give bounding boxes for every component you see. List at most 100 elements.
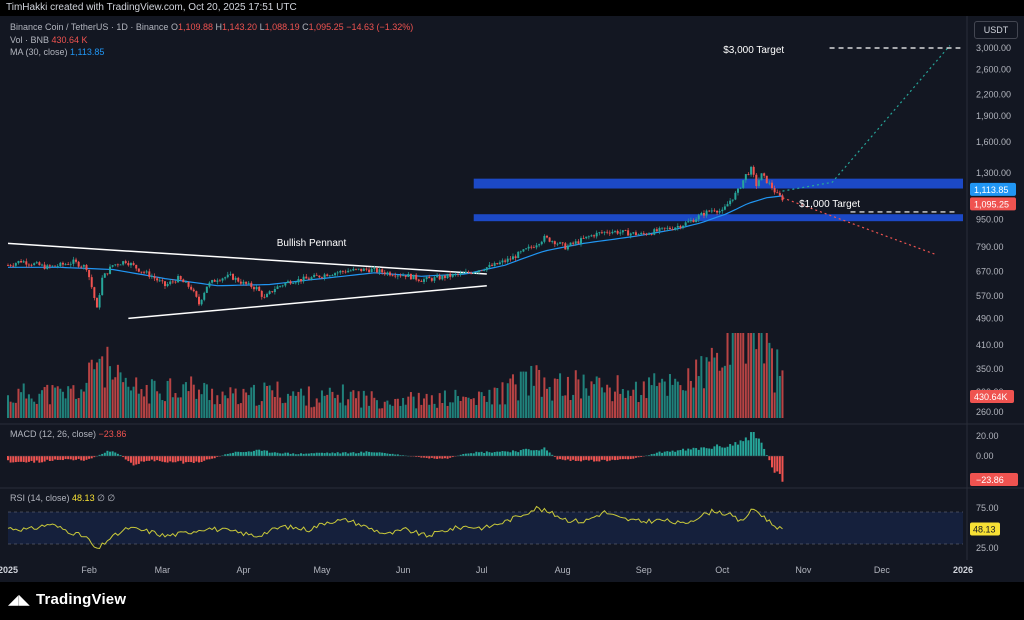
macd-bar [771, 456, 773, 468]
macd-bar [608, 456, 611, 461]
candle-body [266, 293, 269, 298]
candle-body [271, 291, 274, 293]
volume-bar [543, 377, 546, 418]
macd-bar [119, 455, 122, 456]
candle-body [441, 275, 444, 280]
candle-body [449, 273, 452, 277]
macd-bar [514, 451, 517, 456]
macd-bar [247, 451, 250, 456]
volume-bar [443, 390, 446, 418]
macd-bar [135, 456, 138, 465]
candle-body [378, 269, 381, 273]
volume-bar [430, 395, 433, 418]
volume-bar [127, 386, 130, 418]
candle-body [302, 276, 305, 282]
macd-bar [362, 452, 365, 456]
macd-bar [475, 451, 478, 456]
candle-body [80, 266, 83, 268]
macd-bar [90, 456, 93, 459]
volume-bar [684, 390, 687, 418]
candle-body [7, 265, 9, 266]
macd-bar [334, 453, 337, 456]
volume-bar [433, 403, 436, 418]
volume-bar [161, 400, 164, 418]
volume-bar [778, 375, 781, 418]
candle-body [621, 230, 624, 233]
volume-bar [98, 358, 101, 418]
volume-bar [538, 369, 541, 418]
macd-bar [132, 456, 135, 466]
volume-bar [572, 394, 575, 418]
macd-bar [250, 451, 253, 456]
brand-logo[interactable]: ◢◣ TradingView [8, 591, 126, 608]
candle-body [493, 263, 496, 266]
candle-body [85, 265, 88, 270]
candle-body [258, 286, 261, 291]
candle-body [122, 261, 125, 265]
volume-bar [90, 359, 93, 418]
candle-body [771, 182, 773, 189]
macd-bar [446, 456, 449, 459]
macd-bar [51, 456, 54, 461]
volume-bar [205, 384, 208, 418]
candle-body [354, 268, 357, 270]
macd-bar [352, 452, 355, 456]
candle-body [336, 272, 339, 274]
macd-bar [289, 453, 292, 456]
volume-bar [48, 404, 51, 418]
macd-bar [124, 456, 127, 460]
price-tick-label: 1,900.00 [976, 111, 1011, 121]
macd-bar [381, 452, 384, 456]
candle-body [310, 277, 313, 280]
candle-body [14, 263, 17, 266]
macd-bar [82, 456, 85, 461]
candle-body [349, 270, 352, 272]
target-1000-label: $1,000 Target [799, 199, 860, 210]
macd-bar [742, 441, 745, 456]
macd-bar [234, 451, 237, 456]
macd-bar [616, 456, 619, 460]
macd-bar [750, 432, 753, 456]
candle-body [598, 232, 601, 234]
candle-body [574, 241, 577, 244]
candle-body [525, 248, 528, 250]
candle-body [464, 271, 467, 274]
macd-bar [354, 453, 357, 456]
ma-value: 1,113.85 [70, 47, 105, 57]
candle-body [412, 274, 415, 280]
candle-body [530, 246, 533, 248]
macd-bar [700, 447, 703, 456]
candle-body [93, 287, 96, 298]
volume-bar [302, 395, 305, 418]
macd-bar [166, 456, 169, 463]
volume-bar [208, 400, 211, 418]
volume-bar [472, 398, 475, 418]
macd-bar [723, 447, 726, 456]
candle-body [611, 231, 614, 234]
candle-body [38, 262, 41, 266]
support-resistance-zone [473, 214, 963, 222]
candle-body [472, 272, 475, 274]
macd-bar [519, 450, 522, 456]
macd-bar [726, 446, 729, 456]
candle-body [27, 264, 30, 266]
macd-bar [313, 453, 316, 456]
macd-bar [545, 450, 548, 456]
volume-bar [446, 405, 449, 418]
volume-bar [263, 382, 266, 418]
candle-body [457, 274, 460, 275]
macd-bar [587, 456, 590, 461]
volume-bar [82, 391, 85, 418]
macd-bar [64, 456, 67, 460]
candle-body [339, 270, 342, 273]
volume-bar [648, 377, 651, 418]
volume-bar [20, 392, 23, 418]
volume-bar [556, 378, 559, 418]
macd-bar [252, 450, 255, 456]
candle-body [200, 299, 203, 305]
candle-body [653, 229, 656, 235]
candle-body [281, 285, 284, 287]
volume-bar [354, 398, 357, 418]
currency-button[interactable]: USDT [974, 21, 1018, 39]
